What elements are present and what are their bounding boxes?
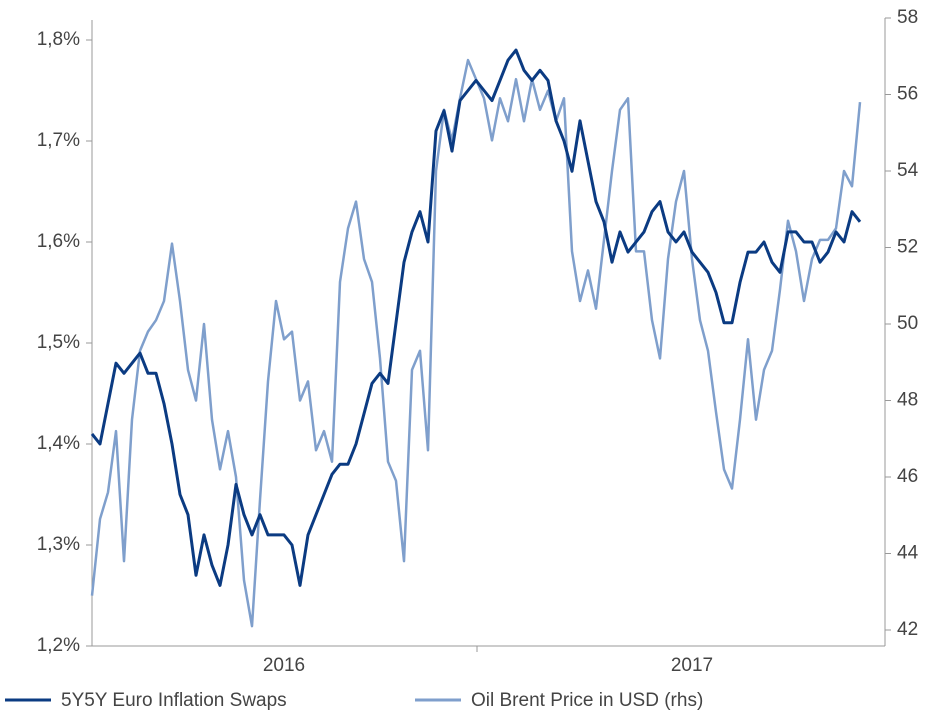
legend-label: Oil Brent Price in USD (rhs) bbox=[471, 690, 703, 711]
y2-tick-label: 50 bbox=[897, 313, 918, 334]
y-tick-label: 1,7% bbox=[37, 130, 80, 151]
y2-tick-label: 58 bbox=[897, 7, 918, 28]
series-line bbox=[90, 48, 862, 587]
y2-tick-label: 46 bbox=[897, 466, 918, 487]
y2-tick-label: 54 bbox=[897, 160, 919, 181]
x-tick-label: 2017 bbox=[671, 655, 713, 676]
y2-tick-label: 56 bbox=[897, 84, 918, 105]
y-tick-label: 1,5% bbox=[37, 332, 80, 353]
y-tick-label: 1,8% bbox=[37, 29, 80, 50]
y2-tick-label: 42 bbox=[897, 619, 918, 640]
legend-label: 5Y5Y Euro Inflation Swaps bbox=[61, 690, 287, 711]
x-tick-label: 2016 bbox=[263, 655, 305, 676]
y2-tick-label: 48 bbox=[897, 390, 918, 411]
y-tick-label: 1,4% bbox=[37, 433, 80, 454]
y2-tick-label: 44 bbox=[897, 543, 919, 564]
y2-tick-label: 52 bbox=[897, 237, 918, 258]
y-tick-label: 1,2% bbox=[37, 635, 80, 656]
y-tick-label: 1,3% bbox=[37, 534, 80, 555]
y-tick-label: 1,6% bbox=[37, 231, 80, 252]
